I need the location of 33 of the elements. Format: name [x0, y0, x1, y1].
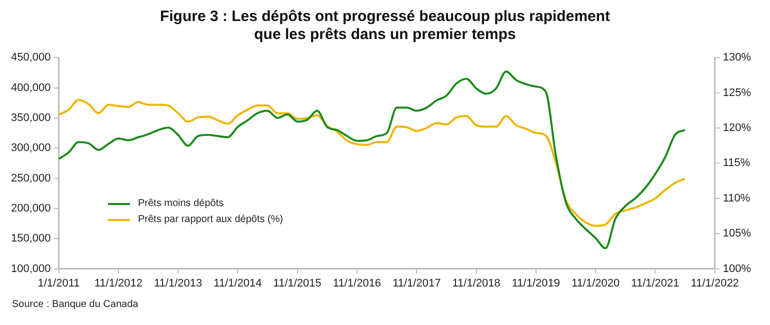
y-tick-label: 100,000	[10, 262, 51, 275]
y2-tick-label: 110%	[722, 192, 750, 204]
line-series	[58, 98, 686, 227]
y-tick-label: 400,000	[10, 82, 51, 94]
x-tick-label: 11/1/2016	[332, 277, 382, 290]
y2-tick-label: 120%	[722, 122, 752, 134]
x-tick-label: 11/1/2022	[690, 277, 739, 290]
y2-tick-label: 125%	[722, 86, 752, 99]
y-tick-label: 150,000	[10, 232, 51, 245]
x-tick-label: 11/1/2018	[452, 277, 500, 290]
x-tick-label: 11/1/2019	[512, 277, 560, 290]
legend-label: Prêts moins dépôts	[138, 198, 224, 209]
y2-tick-label: 130%	[722, 52, 752, 64]
y-tick-label: 200,000	[10, 202, 51, 214]
source-note: Source : Banque du Canada	[12, 299, 140, 310]
x-tick-label: 11/1/2013	[154, 277, 202, 290]
x-tick-label: 11/1/2014	[214, 277, 262, 290]
y-tick-label: 450,000	[10, 52, 51, 64]
y2-tick-label: 105%	[722, 228, 752, 240]
x-tick-label: 1/1/2011	[38, 277, 80, 290]
legend-label: Prêts par rapport aux dépôts (%)	[138, 214, 284, 225]
y-tick-label: 350,000	[10, 112, 51, 124]
y2-tick-label: 115%	[722, 157, 750, 170]
x-tick-label: 11/1/2015	[273, 277, 322, 290]
y-tick-label: 250,000	[10, 172, 51, 184]
line-series	[58, 70, 686, 250]
x-tick-label: 11/1/2012	[94, 277, 142, 290]
chart-title: Figure 3 : Les dépôts ont progressé beaucoup plus rapidement que les prêts dans un premier temps	[158, 8, 612, 44]
x-tick-label: 11/1/2017	[392, 277, 441, 290]
x-tick-label: 11/1/2021	[631, 277, 680, 290]
x-tick-label: 11/1/2020	[572, 277, 620, 290]
y2-tick-label: 100%	[722, 262, 752, 275]
y-tick-label: 300,000	[10, 142, 51, 154]
